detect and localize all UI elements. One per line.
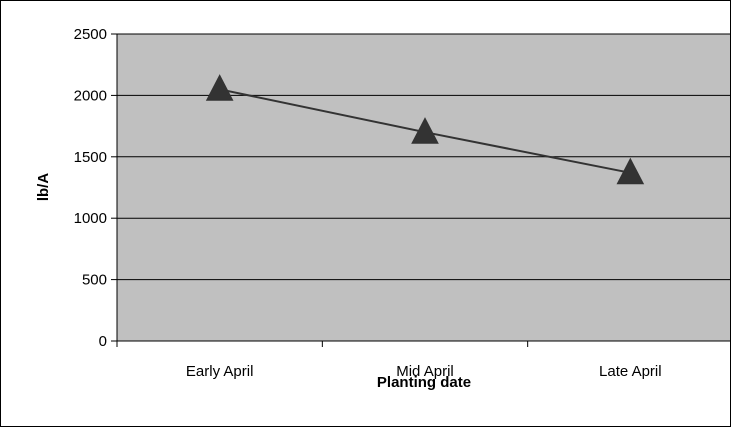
y-axis-ticks: 0 500 1000 1500 2000 2500 bbox=[74, 26, 117, 350]
data-point-triangle bbox=[205, 74, 234, 101]
series-group bbox=[205, 74, 645, 185]
axes bbox=[116, 34, 730, 342]
y-tick-label: 500 bbox=[82, 272, 107, 289]
y-axis-title: lb/A bbox=[35, 173, 52, 201]
y-tick-label: 1500 bbox=[74, 149, 107, 166]
x-axis-ticks: Early April Mid April Late April bbox=[116, 341, 662, 380]
x-tick-label: Late April bbox=[599, 363, 662, 380]
x-tick-label: Mid April bbox=[396, 363, 454, 380]
data-point-triangle bbox=[616, 157, 645, 185]
plot-area bbox=[117, 34, 730, 341]
y-tick-label: 2000 bbox=[74, 87, 107, 104]
x-axis-title: Planting date bbox=[377, 374, 471, 391]
y-tick-label: 2500 bbox=[74, 26, 107, 43]
y-tick-label: 0 bbox=[99, 333, 107, 350]
data-point-triangle bbox=[411, 117, 439, 144]
x-tick-label: Early April bbox=[186, 363, 254, 380]
y-tick-label: 1000 bbox=[74, 210, 107, 227]
